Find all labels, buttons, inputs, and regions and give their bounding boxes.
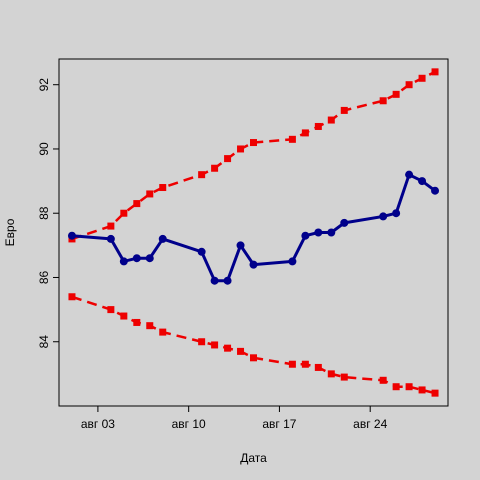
y-tick-label: 88 [37,206,51,220]
data-point-upper [418,74,426,82]
data-point-main [197,247,206,256]
x-tick-label: авг 17 [262,417,296,431]
x-tick-label: авг 10 [172,417,206,431]
data-point-main [145,254,154,263]
data-point-lower [120,312,128,320]
data-point-main [119,257,128,266]
data-point-upper [431,68,439,76]
data-point-upper [392,90,400,98]
data-point-main [132,254,141,263]
data-point-upper [405,81,413,89]
data-point-upper [379,97,387,105]
data-point-lower [198,338,206,346]
data-point-main [301,231,310,240]
data-point-lower [133,318,141,326]
data-point-lower [392,383,400,391]
data-point-main [314,228,323,237]
data-point-lower [146,322,154,330]
data-point-upper [237,145,245,153]
data-point-upper [314,122,322,130]
data-point-main [106,234,115,243]
data-point-main [249,260,258,269]
data-point-lower [314,363,322,371]
data-point-upper [107,222,115,230]
data-point-upper [146,190,154,198]
series-lower [68,293,439,397]
series-upper [68,68,439,243]
y-axis: 84 86 88 90 92 [37,78,59,349]
y-tick-label: 90 [37,142,51,156]
data-point-lower [301,360,309,368]
data-point-lower [250,354,257,362]
data-point-upper [250,139,257,147]
plot-frame [58,58,449,407]
data-point-upper [301,129,309,137]
data-point-lower [159,328,167,336]
data-point-upper [340,106,348,114]
data-point-lower [211,341,219,349]
data-point-upper [159,184,167,192]
data-point-main [340,218,349,227]
data-point-lower [68,293,76,301]
data-point-upper [120,209,128,217]
x-tick-label: авг 03 [81,417,115,431]
data-point-upper [198,171,206,179]
data-point-main [67,231,76,240]
data-point-lower [327,370,335,378]
y-axis-label: Евро [3,218,17,246]
data-point-lower [340,373,348,381]
data-point-main [418,177,427,186]
data-point-lower [418,386,426,394]
data-point-main [210,276,219,285]
data-point-upper [211,164,219,172]
data-point-main [392,209,401,218]
x-axis: авг 03 авг 10 авг 17 авг 24 [81,406,388,431]
data-point-main [379,212,388,221]
data-point-main [223,276,232,285]
data-point-upper [327,116,335,124]
data-point-lower [224,344,232,352]
x-axis-label: Дата [240,451,267,465]
data-point-main [327,228,336,237]
y-tick-label: 86 [37,270,51,284]
series-main [67,170,440,285]
data-point-main [158,234,167,243]
y-tick-label: 92 [37,78,51,92]
data-point-upper [288,135,296,143]
data-point-main [431,186,440,195]
data-point-lower [288,360,296,368]
x-tick-label: авг 24 [353,417,387,431]
data-point-lower [431,389,439,397]
data-point-upper [224,155,232,163]
data-point-lower [107,306,115,314]
series-layer [67,68,440,397]
data-point-lower [405,383,413,391]
data-point-lower [379,376,387,384]
data-point-upper [133,200,141,208]
data-point-lower [237,347,245,355]
data-point-main [236,241,245,250]
y-tick-label: 84 [37,335,51,349]
data-point-main [288,257,297,266]
data-point-main [405,170,414,179]
